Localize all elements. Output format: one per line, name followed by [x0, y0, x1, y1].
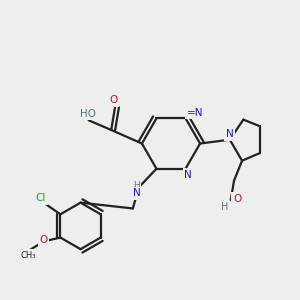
Text: =N: =N [187, 107, 204, 118]
Text: Cl: Cl [36, 193, 46, 203]
Text: N: N [133, 188, 141, 198]
Text: HO: HO [80, 109, 96, 119]
Text: O: O [233, 194, 242, 204]
Text: O: O [109, 95, 117, 105]
Text: H: H [133, 181, 140, 190]
Text: O: O [40, 235, 48, 245]
Text: CH₃: CH₃ [21, 251, 36, 260]
Text: H: H [221, 202, 229, 212]
Text: N: N [184, 169, 192, 179]
Text: N: N [226, 129, 234, 139]
